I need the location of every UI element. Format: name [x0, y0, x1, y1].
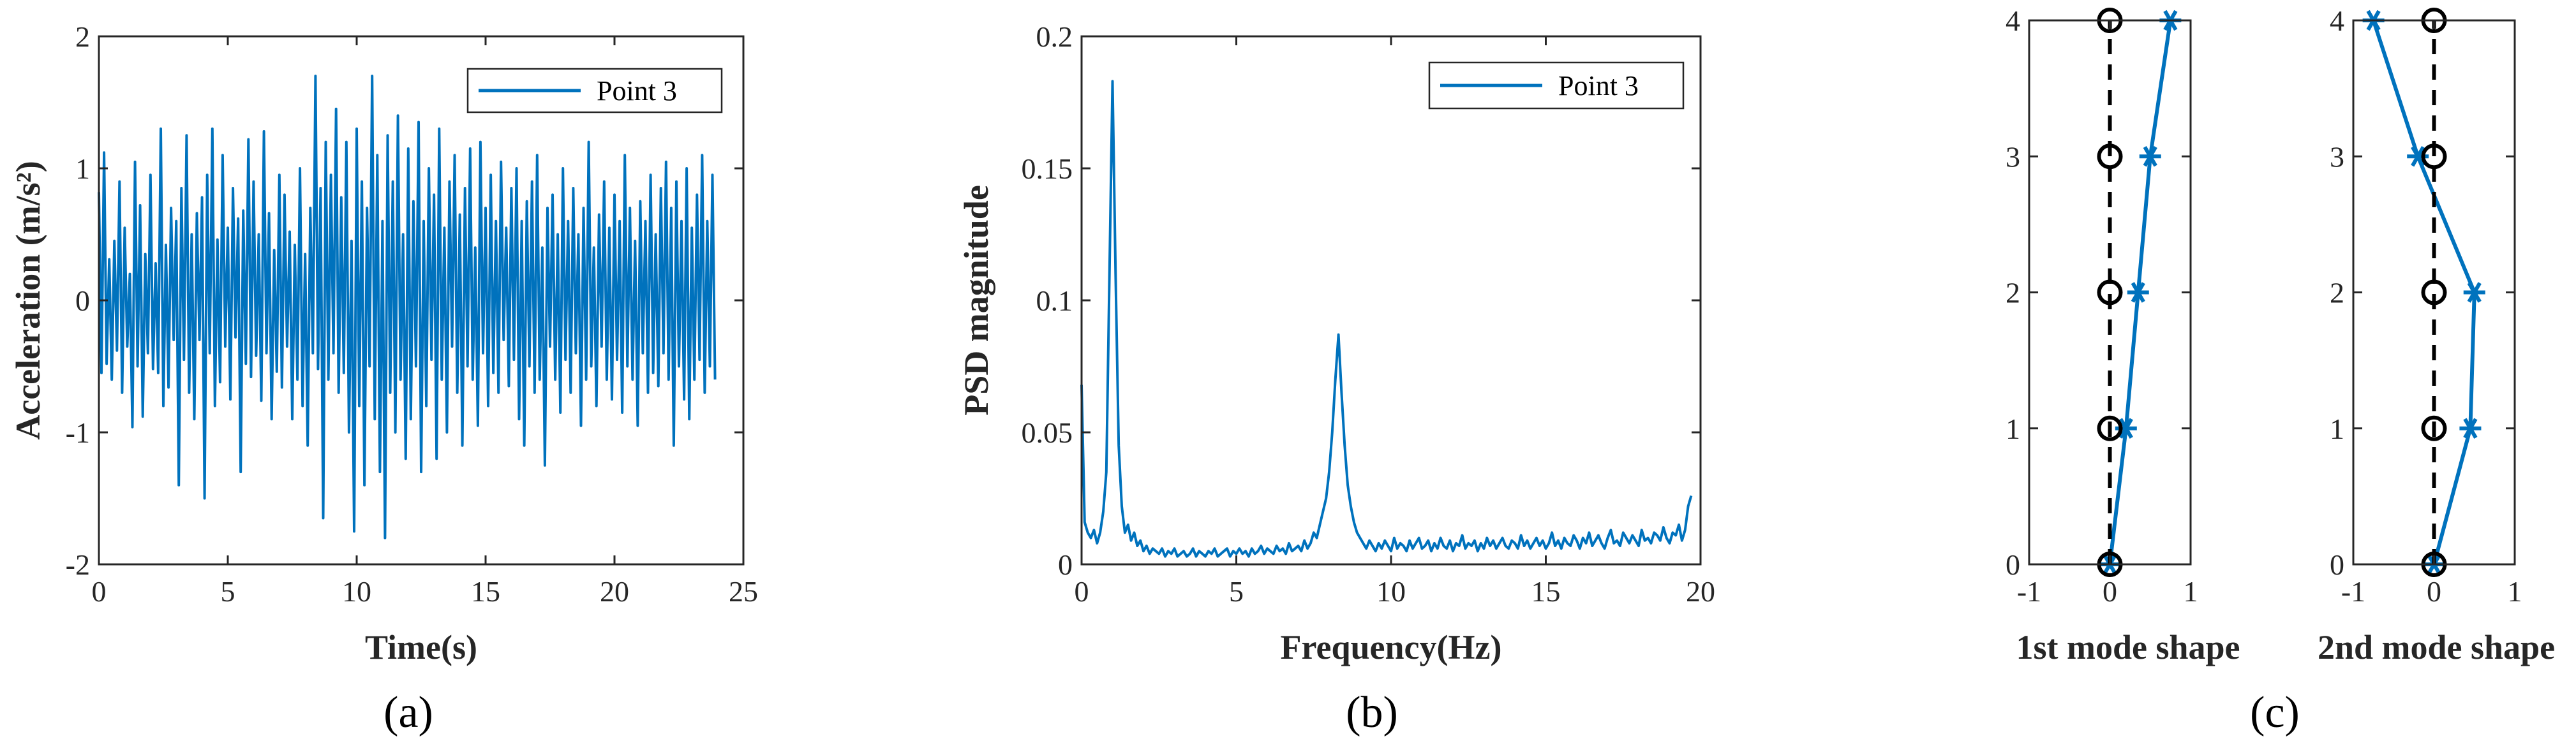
chart-c1-ytick-label: 3: [2006, 140, 2020, 173]
chart-b-xlabel: Frequency(Hz): [1281, 628, 1502, 666]
chart-b-axes-box: [1080, 35, 1702, 566]
chart-a-xtick-label: 10: [342, 575, 371, 608]
chart-a-ytick-label: -1: [66, 416, 90, 449]
chart-a: 0 5 10 15 20 25 -2 -1 0 1 2 Point 3 Time(s) Accele…: [9, 20, 758, 737]
chart-b-ylabel: PSD magnitude: [957, 185, 995, 416]
chart-c1-xtick-label: 0: [2103, 575, 2117, 608]
chart-b-xtick-label: 0: [1075, 575, 1089, 608]
chart-c2-point-circle: [2421, 415, 2447, 441]
chart-c2-point-circle: [2421, 143, 2447, 170]
chart-c2-ytick-label: 2: [2330, 277, 2344, 309]
chart-c1-point-circle: [2097, 415, 2123, 441]
chart-c2-point-circle: [2421, 279, 2447, 305]
chart-b-series-layer: [1080, 80, 1693, 558]
chart-c1-point-asterisk: [2127, 282, 2149, 303]
chart-a-ytick-label: 1: [75, 152, 90, 185]
chart-b-ytick-label: 0.05: [1022, 416, 1073, 449]
chart-b-ytick-label: 0: [1058, 548, 1073, 581]
chart-b-panel-label: (b): [1346, 688, 1398, 737]
chart-c2-xtick-label: 0: [2427, 575, 2441, 608]
chart-a-xlabel: Time(s): [365, 628, 477, 666]
chart-c1-ytick-label: 1: [2006, 413, 2020, 445]
chart-c1-point-circle: [2097, 279, 2123, 305]
chart-c1-point-asterisk: [2139, 146, 2161, 167]
chart-a-series-layer: [98, 75, 717, 539]
chart-a-xtick-label: 20: [600, 575, 629, 608]
chart-c1-ytick-label: 0: [2006, 548, 2020, 581]
chart-b-xtick-label: 20: [1686, 575, 1715, 608]
chart-c2-point-asterisk: [2459, 418, 2482, 439]
chart-b-ytick-label: 0.2: [1036, 20, 1073, 53]
chart-c2-ytick-label: 1: [2330, 413, 2344, 445]
chart-b-ticks: 0 5 10 15 20 0 0.05 0.1 0.15 0.2: [1022, 20, 1716, 608]
chart-c2-xtick-label: 1: [2508, 575, 2522, 608]
chart-c-panel-label: (c): [2250, 688, 2300, 737]
chart-c2-xlabel: 2nd mode shape: [2318, 628, 2555, 666]
chart-a-xtick-label: 0: [92, 575, 107, 608]
chart-b-ytick-label: 0.1: [1036, 284, 1073, 317]
chart-b-ytick-label: 0.15: [1022, 152, 1073, 185]
chart-c1-ytick-label: 4: [2006, 4, 2020, 37]
chart-a-ticks: 0 5 10 15 20 25 -2 -1 0 1 2: [66, 20, 758, 608]
chart-c1-ytick-label: 2: [2006, 277, 2020, 309]
chart-a-xtick-label: 15: [471, 575, 500, 608]
chart-a-ytick-label: 2: [75, 20, 90, 53]
chart-a-series-line: [98, 75, 717, 539]
chart-b-xtick-label: 10: [1376, 575, 1406, 608]
chart-a-panel-label: (a): [383, 688, 433, 737]
chart-c2-series-layer: [2362, 8, 2485, 577]
chart-b-series-line: [1080, 80, 1693, 558]
chart-b: 0 5 10 15 20 0 0.05 0.1 0.15 0.2 Point 3 Frequenc…: [957, 20, 1715, 737]
chart-c2-ytick-label: 4: [2330, 4, 2344, 37]
chart-c1-xtick-label: -1: [2017, 575, 2041, 608]
chart-c1-point-asterisk: [2115, 418, 2137, 439]
chart-b-xtick-label: 5: [1229, 575, 1244, 608]
chart-a-ytick-label: 0: [75, 284, 90, 317]
chart-c2-xtick-label: -1: [2341, 575, 2365, 608]
chart-a-ytick-label: -2: [66, 548, 90, 581]
chart-c1-xtick-label: 1: [2184, 575, 2198, 608]
chart-b-legend-label: Point 3: [1558, 70, 1639, 101]
chart-c1-xlabel: 1st mode shape: [2016, 628, 2240, 666]
chart-c1-series-layer: [2097, 8, 2182, 577]
chart-c2-ytick-label: 3: [2330, 140, 2344, 173]
chart-a-xtick-label: 5: [221, 575, 235, 608]
chart-a-xtick-label: 25: [729, 575, 758, 608]
chart-a-ylabel: Acceleration (m/s²): [9, 161, 47, 440]
chart-c2-point-asterisk: [2407, 146, 2429, 167]
chart-c2-ytick-label: 0: [2330, 548, 2344, 581]
chart-a-legend-label: Point 3: [597, 75, 677, 106]
chart-c2-point-asterisk: [2463, 282, 2485, 303]
chart-c1-point-circle: [2097, 143, 2123, 170]
chart-b-xtick-label: 15: [1531, 575, 1561, 608]
